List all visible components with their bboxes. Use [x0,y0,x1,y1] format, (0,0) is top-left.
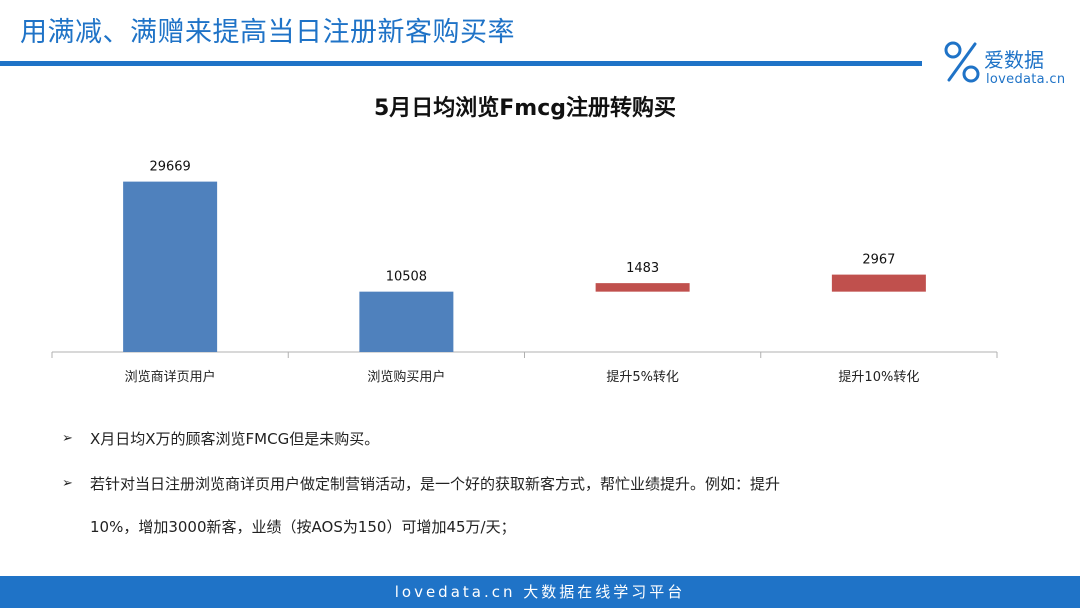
x-tick-label: 浏览购买用户 [367,369,445,385]
bullet-list: ➢ X月日均X万的顾客浏览FMCG但是未购买。 ➢ 若针对当日注册浏览商详页用户… [62,428,962,538]
bullet-text: 若针对当日注册浏览商详页用户做定制营销活动，是一个好的获取新客方式，帮忙业绩提升… [90,475,781,493]
bar-data-label: 2967 [862,253,895,268]
page-title: 用满减、满赠来提高当日注册新客购买率 [20,17,515,48]
brand-logo: 爱数据 lovedata.cn [942,40,1066,92]
arrow-bullet-icon: ➢ [62,431,73,446]
bar-data-label: 29669 [149,160,190,175]
bar-data-label: 1483 [626,261,659,276]
bullet-item: ➢ 若针对当日注册浏览商详页用户做定制营销活动，是一个好的获取新客方式，帮忙业绩… [62,473,962,538]
bar [831,274,926,292]
chart-title: 5月日均浏览Fmcg注册转购买 [373,96,677,121]
logo-name-cn: 爱数据 [984,48,1044,72]
footer-bar: lovedata.cn 大数据在线学习平台 [0,576,1080,608]
bar [123,181,218,352]
bullet-text: X月日均X万的顾客浏览FMCG但是未购买。 [90,430,380,448]
bullet-text-continued: 10%，增加3000新客，业绩（按AOS为150）可增加45万/天； [90,518,516,536]
logo-name-en: lovedata.cn [986,72,1066,87]
bar [595,283,690,292]
x-tick-label: 提升5%转化 [606,369,679,385]
bar [359,291,454,352]
bullet-item: ➢ X月日均X万的顾客浏览FMCG但是未购买。 [62,428,962,450]
bar-data-label: 10508 [386,270,427,285]
bar-chart: 29669 浏览商详页用户 10508 浏览购买用户 1483 提升5%转化 2967 提升1… [51,160,998,385]
x-tick-label: 提升10%转化 [838,369,919,385]
title-divider [0,61,922,66]
x-tick-label: 浏览商详页用户 [125,369,216,385]
percent-logo-icon [944,41,980,83]
arrow-bullet-icon: ➢ [62,476,73,491]
